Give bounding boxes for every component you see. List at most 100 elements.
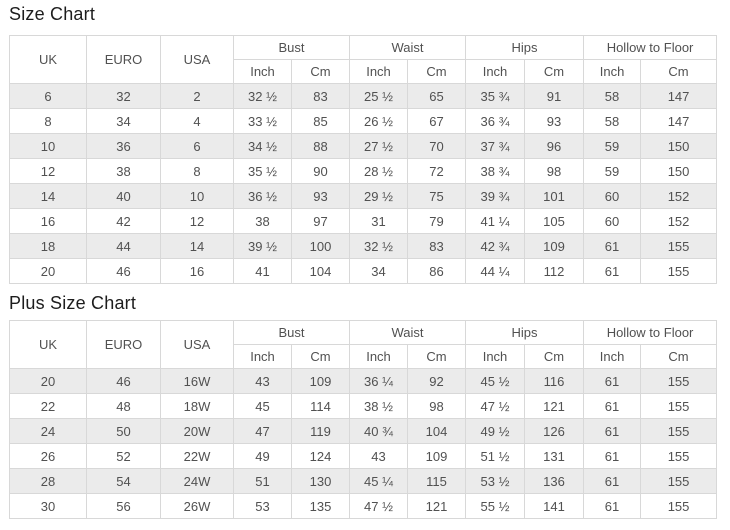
table-cell: 54 [86,468,161,494]
table-cell: 45 [233,393,292,419]
table-cell: 135 [290,493,351,519]
table-cell: 12 [160,208,234,234]
table-cell: 114 [290,393,351,419]
table-cell: 104 [407,418,467,444]
table-cell: 32 ½ [349,233,409,259]
unit-header-hollow-to-floor-inch: Inch [583,59,642,84]
header-row-units: Inch Cm Inch Cm Inch Cm Inch Cm [10,59,718,84]
table-cell: 52 [86,443,161,469]
unit-header-bust-cm: Cm [290,59,351,84]
table-cell: 10 [9,133,87,159]
table-cell: 101 [524,183,585,209]
table-cell: 33 ½ [233,108,292,134]
table-cell: 27 ½ [349,133,409,159]
table-cell: 155 [640,443,718,469]
table-cell: 90 [290,158,351,184]
table-cell: 136 [524,468,585,494]
table-cell: 100 [290,233,351,259]
table-cell: 79 [407,208,467,234]
size-chart-table-head: UK EURO USA Bust Waist Hips Hollow to Floor Inc… [9,35,718,84]
unit-header-bust-inch: Inch [233,344,292,369]
table-cell: 43 [349,443,409,469]
table-cell: 85 [290,108,351,134]
table-cell: 92 [407,368,467,394]
size-chart-section: Size Chart UK EURO USA Bust Waist Hips Hollow … [9,4,721,284]
table-cell: 124 [290,443,351,469]
table-cell: 39 ¾ [465,183,526,209]
table-cell: 14 [160,233,234,259]
unit-header-hollow-to-floor-cm: Cm [640,59,718,84]
header-row-groups: UK EURO USA Bust Waist Hips Hollow to Floor [9,320,718,369]
table-cell: 152 [640,208,718,234]
header-row-groups: UK EURO USA Bust Waist Hips Hollow to Floor [9,35,718,84]
table-cell: 155 [640,258,718,284]
table-cell: 98 [524,158,585,184]
table-row: 18 44 14 39 ½ 100 32 ½ 83 42 ¾ 109 61 155 [9,233,718,259]
table-cell: 126 [524,418,585,444]
table-cell: 26 [9,443,87,469]
table-cell: 36 ¼ [349,368,409,394]
table-cell: 155 [640,233,718,259]
table-cell: 61 [583,468,642,494]
table-cell: 37 ¾ [465,133,526,159]
plus-size-chart-table: UK EURO USA Bust Waist Hips Hollow to Floor Inc… [9,320,718,519]
unit-header-waist-inch: Inch [349,59,409,84]
table-cell: 45 ½ [465,368,526,394]
table-cell: 61 [583,493,642,519]
table-cell: 72 [407,158,467,184]
table-cell: 105 [524,208,585,234]
table-cell: 53 ½ [465,468,526,494]
table-cell: 115 [407,468,467,494]
table-cell: 18W [160,393,234,419]
group-header-hollow-to-floor: Hollow to Floor [583,35,718,60]
table-row: 22 48 18W 45 114 38 ½ 98 47 ½ 121 61 155 [9,393,718,419]
table-cell: 38 [86,158,161,184]
table-cell: 59 [583,158,642,184]
table-cell: 131 [524,443,585,469]
table-cell: 20 [9,258,87,284]
table-row: 20 46 16 41 104 34 86 44 ¼ 112 61 155 [9,258,718,284]
table-cell: 83 [407,233,467,259]
group-header-waist: Waist [349,320,467,345]
table-cell: 155 [640,468,718,494]
table-cell: 50 [86,418,161,444]
table-cell: 49 ½ [465,418,526,444]
table-cell: 32 ½ [233,83,292,109]
table-cell: 46 [86,368,161,394]
header-euro: EURO [86,320,161,369]
table-cell: 26W [160,493,234,519]
table-cell: 56 [86,493,161,519]
table-cell: 58 [583,83,642,109]
table-cell: 150 [640,158,718,184]
table-cell: 45 ¼ [349,468,409,494]
table-cell: 38 ¾ [465,158,526,184]
table-cell: 152 [640,183,718,209]
plus-size-chart-table-body: 20 46 16W 43 109 36 ¼ 92 45 ½ 116 61 155 22 48 18W 45 1… [9,368,718,519]
unit-header-hips-cm: Cm [524,344,585,369]
unit-header-hollow-to-floor-inch: Inch [583,344,642,369]
table-cell: 55 ½ [465,493,526,519]
table-cell: 35 ½ [233,158,292,184]
table-cell: 67 [407,108,467,134]
plus-size-chart-section: Plus Size Chart UK EURO USA Bust Waist Hips Ho… [9,293,721,519]
table-cell: 36 [86,133,161,159]
table-cell: 47 ½ [349,493,409,519]
table-cell: 30 [9,493,87,519]
table-cell: 8 [9,108,87,134]
table-cell: 96 [524,133,585,159]
table-cell: 47 [233,418,292,444]
table-cell: 40 [86,183,161,209]
table-cell: 119 [290,418,351,444]
table-cell: 75 [407,183,467,209]
size-chart-table-body: 6 32 2 32 ½ 83 25 ½ 65 35 ¾ 91 58 147 8 34 4 33 ½ 85 26 … [9,83,718,284]
table-cell: 60 [583,208,642,234]
table-cell: 41 ¼ [465,208,526,234]
header-usa: USA [160,35,234,84]
table-cell: 155 [640,418,718,444]
table-cell: 16W [160,368,234,394]
unit-header-waist-cm: Cm [407,344,467,369]
table-cell: 35 ¾ [465,83,526,109]
table-cell: 34 ½ [233,133,292,159]
header-euro: EURO [86,35,161,84]
table-row: 14 40 10 36 ½ 93 29 ½ 75 39 ¾ 101 60 152 [9,183,718,209]
